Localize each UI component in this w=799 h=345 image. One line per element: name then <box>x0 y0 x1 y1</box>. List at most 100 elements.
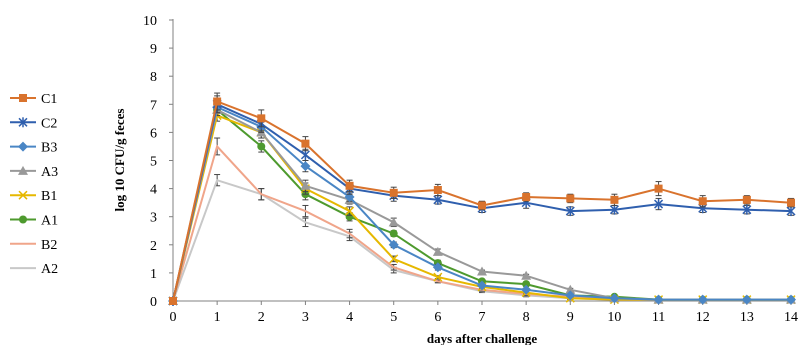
data-point <box>609 293 620 304</box>
plot-area <box>168 92 796 306</box>
data-point <box>741 294 752 305</box>
data-point <box>389 188 398 197</box>
data-point <box>300 149 310 160</box>
data-point <box>432 246 443 256</box>
x-tick-label: 6 <box>434 310 441 325</box>
y-tick-label: 10 <box>143 14 157 29</box>
legend-label: B2 <box>41 238 57 253</box>
data-point <box>345 181 354 190</box>
legend-marker <box>18 190 28 200</box>
data-point <box>213 97 222 106</box>
y-tick-label: 5 <box>150 155 157 170</box>
data-point <box>566 194 575 203</box>
data-point <box>786 206 796 217</box>
series-C1 <box>169 92 795 305</box>
data-point <box>742 195 751 204</box>
y-tick-label: 1 <box>150 267 157 282</box>
x-tick-label: 13 <box>740 310 754 325</box>
data-point <box>169 297 177 305</box>
data-point <box>742 204 752 215</box>
y-tick-label: 6 <box>150 126 157 141</box>
legend-item-B3: B3 <box>10 141 57 156</box>
y-tick-label: 7 <box>150 98 157 113</box>
legend-label: C1 <box>41 92 57 107</box>
x-tick-label: 3 <box>302 310 309 325</box>
data-point <box>433 194 443 205</box>
y-tick-label: 9 <box>150 42 157 57</box>
data-point <box>388 239 399 250</box>
data-point <box>610 195 619 204</box>
x-tick-label: 2 <box>258 310 265 325</box>
data-point <box>477 280 487 291</box>
legend-label: B1 <box>41 189 57 204</box>
legend-item-B2: B2 <box>10 238 57 253</box>
data-point <box>300 180 311 190</box>
data-point <box>300 161 311 172</box>
x-tick-label: 12 <box>696 310 710 325</box>
data-point <box>698 197 707 206</box>
legend-item-A3: A3 <box>10 165 58 180</box>
x-tick-label: 0 <box>170 310 177 325</box>
legend-item-A1: A1 <box>10 214 58 229</box>
legend-label: A2 <box>41 262 58 277</box>
data-point <box>522 280 531 289</box>
data-point <box>477 266 487 276</box>
data-point <box>257 114 266 123</box>
y-axis-title: log 10 CFU/g feces <box>112 109 127 212</box>
y-tick-label: 3 <box>150 211 157 226</box>
legend-marker <box>18 141 28 152</box>
data-point <box>565 290 576 301</box>
legend-marker <box>19 215 27 224</box>
data-point <box>653 294 664 305</box>
data-point <box>654 184 663 193</box>
data-point <box>389 254 399 264</box>
legend-item-C1: C1 <box>10 92 57 107</box>
data-point <box>388 217 399 227</box>
legend-label: B3 <box>41 141 57 156</box>
data-point <box>432 262 443 273</box>
legend: C1 C2 B3 A3 B1 A1 B2 A2 <box>10 92 58 277</box>
legend-marker <box>19 94 27 102</box>
x-tick-label: 10 <box>607 310 621 325</box>
legend-item-A2: A2 <box>10 262 58 277</box>
data-point <box>345 206 355 216</box>
data-point <box>433 186 442 195</box>
x-tick-label: 5 <box>390 310 397 325</box>
data-point <box>478 201 486 210</box>
data-point <box>389 229 398 238</box>
data-point <box>301 139 310 148</box>
data-point <box>697 294 708 305</box>
data-point <box>565 284 576 294</box>
data-point <box>787 198 795 207</box>
x-tick-label: 8 <box>523 310 530 325</box>
legend-marker <box>18 165 28 175</box>
legend-label: A1 <box>41 214 58 229</box>
data-point <box>565 206 575 217</box>
x-tick-label: 11 <box>652 310 665 325</box>
legend-label: C2 <box>41 116 57 131</box>
legend-item-C2: C2 <box>10 116 57 131</box>
x-tick-label: 4 <box>346 310 353 325</box>
x-tick-label: 1 <box>214 310 221 325</box>
data-point <box>786 294 796 305</box>
x-tick-label: 7 <box>479 310 486 325</box>
data-point <box>654 199 664 210</box>
x-tick-label: 9 <box>567 310 574 325</box>
data-point <box>521 270 532 280</box>
data-point <box>521 284 532 295</box>
x-axis-title: days after challenge <box>427 331 537 345</box>
legend-item-B1: B1 <box>10 189 57 204</box>
y-tick-label: 8 <box>150 70 157 85</box>
y-tick-label: 4 <box>150 183 157 198</box>
y-tick-label: 2 <box>150 239 157 254</box>
legend-marker <box>18 117 28 128</box>
data-point <box>433 272 443 282</box>
legend-label: A3 <box>41 165 58 180</box>
x-tick-label: 14 <box>784 310 798 325</box>
data-point <box>257 142 266 151</box>
y-tick-label: 0 <box>150 295 157 310</box>
data-point <box>522 193 531 202</box>
data-point <box>609 204 619 215</box>
